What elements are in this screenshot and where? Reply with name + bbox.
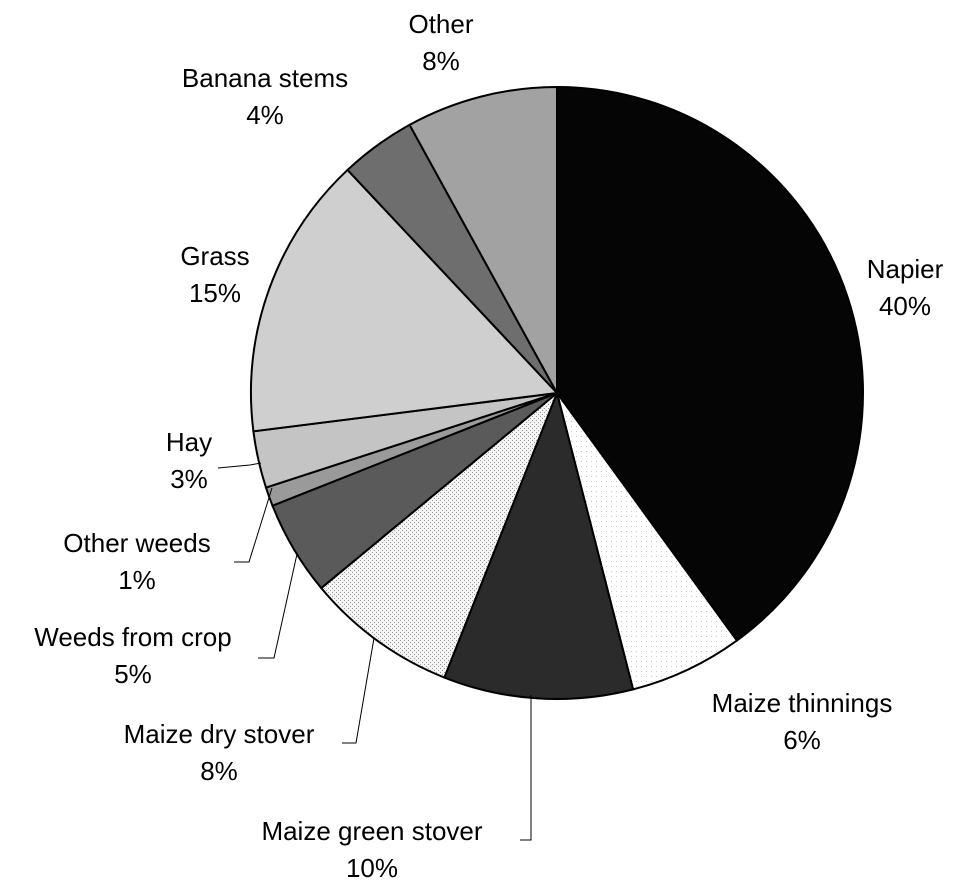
slice-label-value: 15% <box>189 278 241 308</box>
pie-slices <box>250 85 864 700</box>
slice-label: Maize thinnings 6% <box>712 688 893 755</box>
slice-label-name: Grass <box>180 241 249 271</box>
slice-label-name: Other <box>408 9 473 39</box>
pie-slice-maize-dry-stover <box>319 392 558 679</box>
slice-label-name: Other weeds <box>63 528 210 558</box>
slice-label: Hay 3% <box>166 427 212 494</box>
pie-slice-other <box>408 85 558 394</box>
slice-label-name: Weeds from crop <box>34 622 231 652</box>
leader-line <box>520 695 532 841</box>
slice-label: Banana stems 4% <box>182 63 348 130</box>
slice-label: Other weeds 1% <box>63 528 210 595</box>
slice-label-name: Maize green stover <box>261 816 482 846</box>
slice-label-value: 6% <box>783 725 821 755</box>
slice-label: Weeds from crop 5% <box>34 622 231 689</box>
slice-label-name: Banana stems <box>182 63 348 93</box>
slice-label: Grass 15% <box>180 241 249 308</box>
leader-lines <box>217 462 532 841</box>
slice-label-value: 5% <box>114 659 152 689</box>
pie-slice-napier <box>556 85 864 642</box>
leader-line <box>342 637 375 744</box>
leader-line <box>217 462 262 469</box>
slice-label-name: Maize thinnings <box>712 688 893 718</box>
pie-slice-grass <box>250 168 560 433</box>
leader-line <box>234 487 273 563</box>
slice-label-value: 1% <box>118 565 156 595</box>
slice-label-value: 40% <box>879 291 931 321</box>
slice-labels: Napier 40% Maize thinnings 6% Maize green st… <box>34 9 943 883</box>
pie-slice-maize-green-stover <box>443 389 635 700</box>
slice-label-value: 8% <box>422 46 460 76</box>
slice-label-value: 8% <box>200 756 238 786</box>
slice-label-name: Hay <box>166 427 212 457</box>
slice-label-value: 3% <box>170 464 208 494</box>
slice-label: Napier 40% <box>867 254 944 321</box>
slice-label: Maize green stover 10% <box>261 816 482 883</box>
slice-label-value: 10% <box>346 853 398 883</box>
slice-label-value: 4% <box>246 100 284 130</box>
slice-label: Other 8% <box>408 9 473 76</box>
slice-label-name: Maize dry stover <box>124 719 315 749</box>
slice-label: Maize dry stover 8% <box>124 719 315 786</box>
slice-label-name: Napier <box>867 254 944 284</box>
leader-line <box>258 553 298 659</box>
